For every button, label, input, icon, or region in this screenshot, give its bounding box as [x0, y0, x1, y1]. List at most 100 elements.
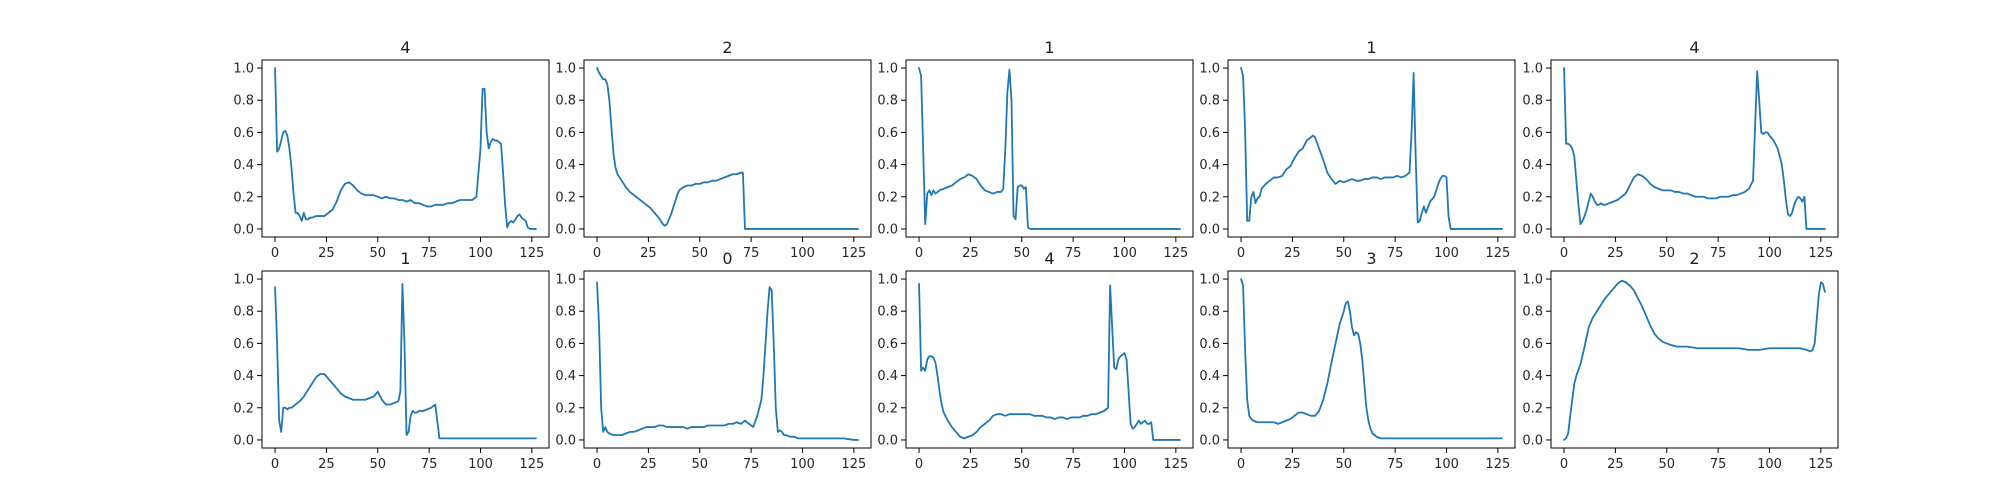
- y-tick-label: 0.6: [1199, 126, 1220, 141]
- y-tick-label: 0.6: [1522, 337, 1543, 352]
- x-tick-label: 25: [318, 246, 335, 261]
- y-tick-label: 0.4: [1199, 369, 1220, 384]
- y-tick-label: 0.2: [555, 190, 576, 205]
- x-tick-label: 0: [915, 457, 923, 472]
- y-tick-label: 0.0: [877, 433, 898, 448]
- x-tick-label: 100: [468, 457, 493, 472]
- series-line-4-1: [1240, 67, 1503, 230]
- axes-frame: [905, 59, 1194, 238]
- x-tick-label: 25: [318, 457, 335, 472]
- subplot-7: 0 25 50 75 100 125 0.0 0.2 0.4 0.6 0.8 1.0 0: [555, 249, 872, 472]
- x-tick-label: 75: [1710, 457, 1727, 472]
- axes-frame: [905, 270, 1194, 449]
- x-tick-label: 0: [593, 457, 601, 472]
- y-tick-label: 0.6: [233, 337, 254, 352]
- y-tick-label: 0.0: [555, 433, 576, 448]
- x-tick-label: 75: [421, 246, 438, 261]
- subplot-2: 0 25 50 75 100 125 0.0 0.2 0.4 0.6 0.8 1.0 2: [555, 38, 872, 261]
- x-tick-label: 25: [1284, 246, 1301, 261]
- x-tick-label: 50: [369, 246, 386, 261]
- subplot-9: 0 25 50 75 100 125 0.0 0.2 0.4 0.6 0.8 1.0 3: [1199, 249, 1516, 472]
- y-tick-label: 0.2: [1522, 190, 1543, 205]
- axes-frame: [1550, 59, 1839, 238]
- y-tick-label: 0.2: [555, 401, 576, 416]
- y-tick-label: 0.0: [233, 433, 254, 448]
- y-tick-label: 0.4: [1522, 369, 1543, 384]
- y-tick-label: 0.0: [1522, 433, 1543, 448]
- y-tick-label: 0.8: [1199, 305, 1220, 320]
- series-line-6-1: [274, 282, 537, 440]
- x-tick-label: 125: [1808, 457, 1833, 472]
- x-tick-label: 50: [369, 457, 386, 472]
- y-tick-label: 1.0: [1199, 62, 1220, 77]
- x-tick-label: 100: [1757, 246, 1782, 261]
- x-tick-label: 75: [1387, 246, 1404, 261]
- y-tick-label: 1.0: [555, 273, 576, 288]
- x-tick-label: 50: [691, 457, 708, 472]
- x-tick-label: 75: [743, 246, 760, 261]
- y-tick-label: 0.4: [1199, 158, 1220, 173]
- y-tick-label: 0.2: [233, 190, 254, 205]
- x-tick-label: 75: [1710, 246, 1727, 261]
- y-tick-label: 0.8: [1522, 94, 1543, 109]
- x-tick-label: 100: [468, 246, 493, 261]
- x-tick-label: 0: [1560, 246, 1568, 261]
- series-line-10-1: [1563, 279, 1826, 441]
- y-tick-label: 0.6: [1199, 337, 1220, 352]
- axes-frame: [1227, 59, 1516, 238]
- x-tick-label: 25: [1284, 457, 1301, 472]
- x-tick-label: 0: [271, 457, 279, 472]
- y-tick-label: 0.8: [1522, 305, 1543, 320]
- x-tick-label: 75: [1065, 457, 1082, 472]
- subplot-10: 0 25 50 75 100 125 0.0 0.2 0.4 0.6 0.8 1.0 2: [1522, 249, 1839, 472]
- x-tick-label: 50: [1013, 246, 1030, 261]
- x-tick-label: 125: [519, 457, 544, 472]
- y-tick-label: 0.4: [555, 369, 576, 384]
- x-tick-label: 100: [1112, 246, 1137, 261]
- x-tick-label: 50: [1658, 246, 1675, 261]
- x-tick-label: 125: [841, 457, 866, 472]
- subplot-title: 2: [1689, 249, 1699, 268]
- subplot-6: 0 25 50 75 100 125 0.0 0.2 0.4 0.6 0.8 1.0 1: [233, 249, 550, 472]
- subplot-5: 0 25 50 75 100 125 0.0 0.2 0.4 0.6 0.8 1.0 4: [1522, 38, 1839, 261]
- x-tick-label: 125: [519, 246, 544, 261]
- y-tick-label: 0.0: [877, 222, 898, 237]
- series-line-1-1: [274, 67, 537, 230]
- x-tick-label: 50: [1335, 246, 1352, 261]
- axes-frame: [1227, 270, 1516, 449]
- y-tick-label: 0.8: [877, 305, 898, 320]
- x-tick-label: 50: [1013, 457, 1030, 472]
- subplot-title: 4: [1689, 38, 1699, 57]
- y-tick-label: 0.8: [877, 94, 898, 109]
- y-tick-label: 0.8: [555, 305, 576, 320]
- y-tick-label: 1.0: [233, 273, 254, 288]
- y-tick-label: 0.4: [877, 369, 898, 384]
- y-tick-label: 0.4: [233, 158, 254, 173]
- x-tick-label: 0: [1560, 457, 1568, 472]
- subplot-title: 4: [400, 38, 410, 57]
- x-tick-label: 125: [1808, 246, 1833, 261]
- x-tick-label: 75: [743, 457, 760, 472]
- y-tick-label: 1.0: [877, 62, 898, 77]
- y-tick-label: 0.6: [877, 337, 898, 352]
- x-tick-label: 0: [593, 246, 601, 261]
- subplot-title: 2: [722, 38, 732, 57]
- x-tick-label: 0: [915, 246, 923, 261]
- x-tick-label: 100: [1112, 457, 1137, 472]
- y-tick-label: 0.2: [877, 401, 898, 416]
- series-line-9-1: [1240, 278, 1503, 440]
- x-tick-label: 100: [1434, 457, 1459, 472]
- series-line-2-1: [596, 67, 859, 230]
- y-tick-label: 0.8: [555, 94, 576, 109]
- x-tick-label: 50: [1335, 457, 1352, 472]
- axes-frame: [583, 270, 872, 449]
- x-tick-label: 100: [790, 457, 815, 472]
- y-tick-label: 0.2: [1522, 401, 1543, 416]
- x-tick-label: 0: [1237, 246, 1245, 261]
- series-line-7-1: [596, 281, 859, 441]
- subplot-title: 1: [400, 249, 410, 268]
- x-tick-label: 25: [962, 457, 979, 472]
- x-tick-label: 25: [1607, 246, 1624, 261]
